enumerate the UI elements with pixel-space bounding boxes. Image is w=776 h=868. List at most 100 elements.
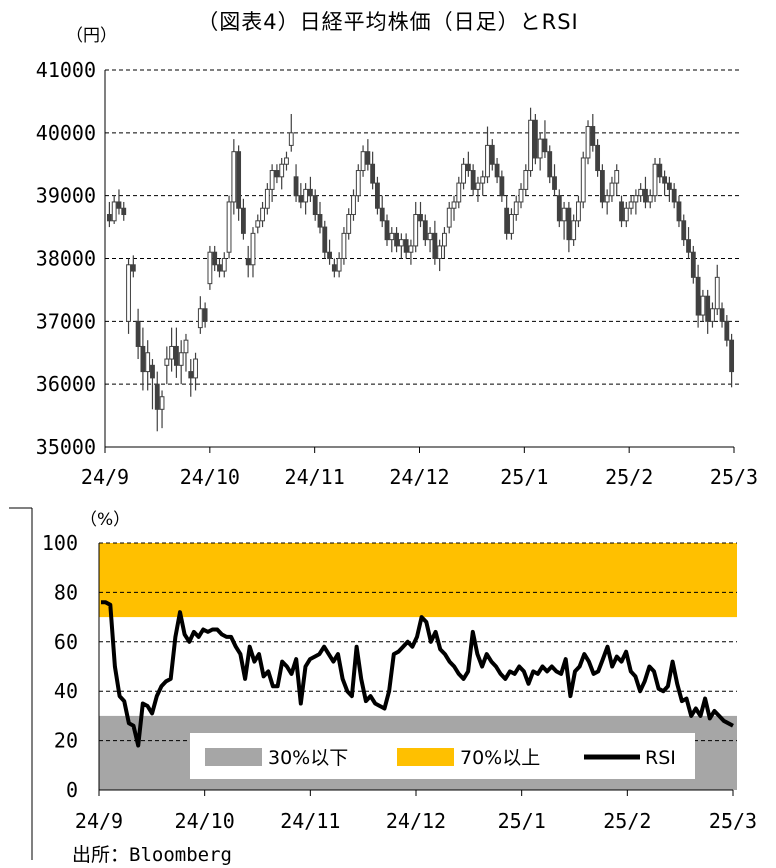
- candle-body: [408, 245, 414, 253]
- candle-body: [576, 201, 581, 222]
- rsi-line: [101, 600, 734, 748]
- candle-body: [140, 345, 146, 373]
- candle-body: [422, 220, 428, 241]
- candle-body: [556, 195, 562, 222]
- candle-body: [240, 207, 246, 234]
- x-tick-label: 25/2: [605, 465, 653, 489]
- x-tick-label: 24/10: [175, 809, 235, 833]
- candle-body: [442, 232, 447, 247]
- candle-body: [542, 138, 548, 153]
- candle-body: [638, 188, 644, 197]
- candle-body: [561, 207, 567, 222]
- x-tick-label: 25/1: [498, 809, 546, 833]
- x-tick-label: 24/12: [389, 465, 449, 489]
- candle-body: [724, 320, 730, 341]
- candle-body: [379, 207, 385, 222]
- candle-body: [145, 352, 151, 373]
- candle-body: [351, 195, 356, 216]
- candle-body: [595, 144, 601, 172]
- candle-body: [154, 383, 160, 410]
- y-tick-label: 35000: [36, 435, 96, 459]
- candle-body: [504, 207, 510, 234]
- candle-body: [284, 157, 289, 165]
- y-tick-label: 38000: [36, 247, 96, 271]
- candle-body: [623, 207, 629, 222]
- candle-body: [250, 232, 256, 266]
- candle-body: [183, 339, 189, 354]
- candle-body: [178, 352, 184, 366]
- candle-body: [695, 276, 701, 316]
- candle-body: [475, 182, 481, 190]
- source-note: 出所：Bloomberg: [72, 844, 232, 866]
- candle-body: [518, 188, 524, 203]
- candle-body: [446, 207, 452, 228]
- candle-body: [547, 151, 553, 178]
- x-tick-label: 25/2: [603, 809, 651, 833]
- candle-body: [657, 163, 663, 178]
- candle-body: [700, 295, 706, 316]
- candle-body: [106, 214, 112, 222]
- candle-body: [686, 239, 691, 253]
- candle-body: [389, 232, 395, 241]
- y-tick-label: 39000: [36, 184, 96, 208]
- x-tick-label: 25/1: [500, 465, 548, 489]
- candlestick-chart: 35000 36000 37000 38000 39000 40000 41000 24/9 2…: [36, 58, 758, 489]
- candle-body: [207, 251, 213, 285]
- candle-body: [456, 182, 462, 203]
- rsi-unit-label: （%）: [80, 510, 130, 530]
- candle-body: [212, 251, 218, 266]
- candle-body: [580, 157, 586, 203]
- legend-swatch-high: [397, 748, 454, 766]
- candle-body: [494, 163, 500, 178]
- x-tick-label: 24/11: [285, 465, 345, 489]
- candle-body: [499, 176, 505, 197]
- candle-body: [571, 220, 577, 241]
- candle-body: [317, 214, 323, 228]
- x-tick-label: 25/3: [709, 809, 757, 833]
- legend-label-rsi: RSI: [645, 747, 676, 769]
- candle-body: [604, 195, 610, 203]
- candle-body: [331, 264, 337, 272]
- candle-body: [532, 119, 538, 159]
- candle-body: [375, 182, 380, 209]
- candle-body: [327, 251, 332, 259]
- candle-body: [619, 201, 624, 222]
- chart-title: （図表4）日経平均株価（日足）とRSI: [197, 10, 579, 34]
- y-tick-label: 0: [66, 778, 78, 802]
- candle-body: [710, 308, 715, 322]
- candle-body: [303, 188, 309, 203]
- y-tick-label: 40000: [36, 121, 96, 145]
- candle-body: [336, 258, 342, 272]
- y-tick-label: 41000: [36, 58, 96, 82]
- candle-body: [485, 144, 490, 178]
- candle-body: [269, 170, 275, 190]
- y-tick-label: 37000: [36, 309, 96, 333]
- candle-body: [470, 170, 476, 190]
- candle-body: [370, 163, 376, 184]
- candle-body: [279, 163, 285, 178]
- candle-body: [509, 214, 514, 234]
- candle-body: [221, 258, 227, 272]
- candle-body: [676, 201, 682, 222]
- candle-body: [432, 232, 438, 260]
- candle-body: [288, 132, 294, 146]
- candle-body: [609, 182, 615, 197]
- legend-label-low: 30%以下: [268, 747, 348, 769]
- candle-body: [169, 345, 175, 360]
- price-unit-label: （円）: [66, 26, 117, 46]
- candle-body: [652, 163, 658, 197]
- candle-body: [537, 138, 543, 159]
- x-tick-label: 24/11: [280, 809, 340, 833]
- candle-body: [298, 195, 304, 203]
- candle-body: [437, 245, 443, 260]
- y-tick-label: 80: [54, 580, 78, 604]
- candle-body: [111, 201, 117, 222]
- candle-body: [413, 214, 419, 247]
- candle-body: [480, 176, 486, 184]
- legend-label-high: 70%以上: [460, 747, 540, 769]
- candle-body: [384, 220, 390, 241]
- candle-body: [217, 264, 222, 272]
- candle-body: [705, 295, 711, 322]
- rsi-chart: 0 20 40 60 80 100 24/9 24/10 24/11 24/12 25/1 25/2 2…: [42, 531, 757, 833]
- candle-body: [489, 144, 495, 165]
